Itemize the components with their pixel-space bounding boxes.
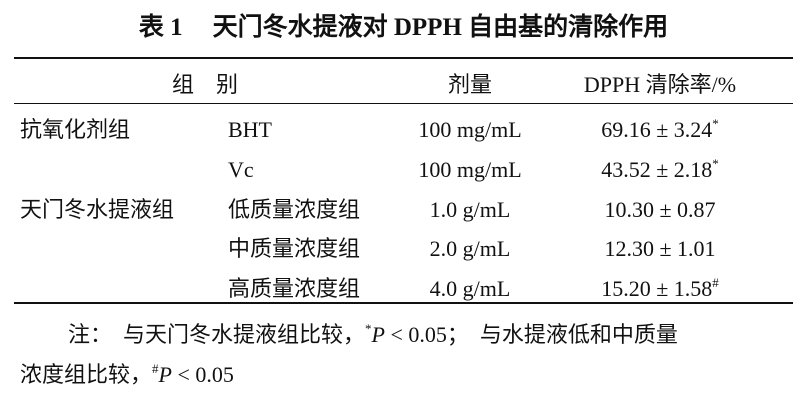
group-name: 抗氧化剂组 bbox=[20, 117, 131, 142]
rate-value: 12.30 ± 1.01 bbox=[604, 236, 716, 261]
note-text: P bbox=[371, 322, 385, 347]
table-label: 表 1 bbox=[138, 14, 183, 41]
item-name: Vc bbox=[228, 157, 254, 182]
top-rule bbox=[14, 57, 793, 59]
dose: 4.0 g/mL bbox=[429, 276, 511, 301]
table-note: 浓度组比较，#P < 0.05 bbox=[20, 362, 234, 388]
significance-mark: * bbox=[365, 321, 372, 336]
item-name: 高质量浓度组 bbox=[228, 276, 361, 301]
dose: 2.0 g/mL bbox=[429, 236, 511, 261]
dose: 100 mg/mL bbox=[418, 157, 522, 182]
dose: 1.0 g/mL bbox=[429, 197, 511, 222]
header-rate: DPPH 清除率/% bbox=[583, 72, 737, 97]
dose: 100 mg/mL bbox=[418, 117, 522, 142]
rate-value: 15.20 ± 1.58 bbox=[601, 276, 713, 301]
rate-cell: 10.30 ± 0.87 bbox=[604, 197, 715, 223]
significance-mark: * bbox=[712, 116, 719, 131]
table-title: 表 1 天门冬水提液对 DPPH 自由基的清除作用 bbox=[0, 12, 807, 44]
rate-cell: 15.20 ± 1.58# bbox=[601, 276, 719, 302]
rate-cell: 69.16 ± 3.24* bbox=[601, 117, 719, 143]
significance-mark: # bbox=[152, 361, 159, 376]
group-name: 天门冬水提液组 bbox=[20, 197, 175, 222]
item-name: BHT bbox=[228, 117, 272, 142]
bottom-rule bbox=[14, 302, 793, 304]
note-text: 注： 与天门冬水提液组比较， bbox=[68, 322, 366, 347]
rate-value: 10.30 ± 0.87 bbox=[604, 197, 716, 222]
rate-cell: 12.30 ± 1.01 bbox=[604, 236, 715, 262]
rate-cell: 43.52 ± 2.18* bbox=[601, 157, 719, 183]
item-name: 中质量浓度组 bbox=[228, 236, 361, 261]
table-caption: 天门冬水提液对 DPPH 自由基的清除作用 bbox=[212, 14, 669, 41]
note-text: 浓度组比较， bbox=[20, 362, 153, 387]
header-group: 组 别 bbox=[171, 72, 239, 97]
header-dose: 剂量 bbox=[447, 72, 493, 97]
note-text: P bbox=[158, 362, 172, 387]
rate-value: 69.16 ± 3.24 bbox=[601, 117, 713, 142]
table-note: 注： 与天门冬水提液组比较，*P < 0.05； 与水提液低和中质量 bbox=[68, 322, 678, 348]
note-text: < 0.05； 与水提液低和中质量 bbox=[384, 322, 678, 347]
note-text: < 0.05 bbox=[171, 362, 234, 387]
significance-mark: * bbox=[712, 156, 719, 171]
item-name: 低质量浓度组 bbox=[228, 197, 361, 222]
header-rule bbox=[14, 103, 793, 104]
significance-mark: # bbox=[712, 275, 719, 290]
rate-value: 43.52 ± 2.18 bbox=[601, 157, 713, 182]
